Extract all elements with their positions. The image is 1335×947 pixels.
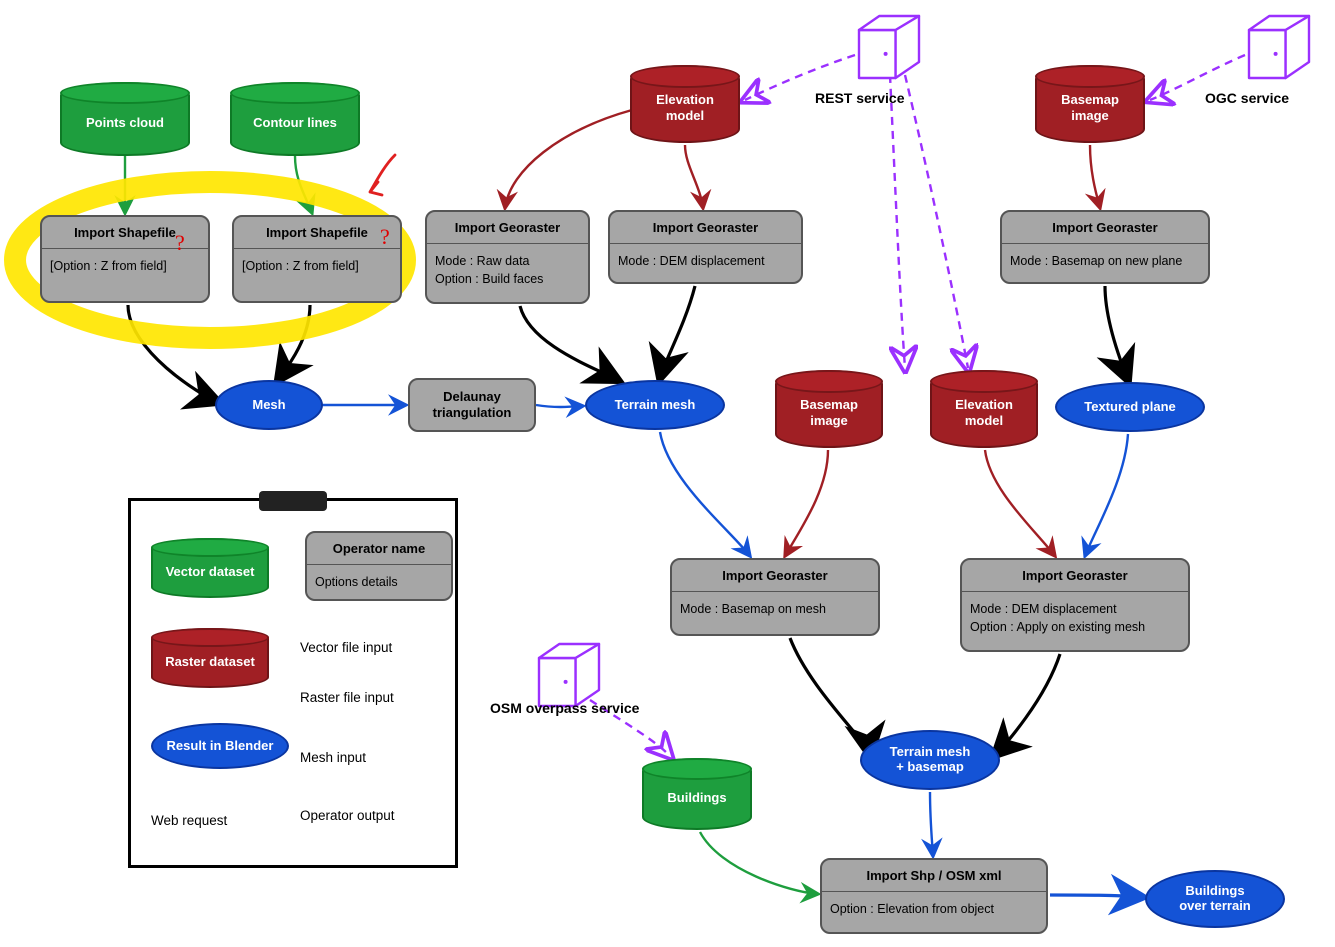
cylinder-label: Basemap image <box>800 397 858 428</box>
legend-ell: Result in Blender <box>151 723 289 769</box>
operator-options: Mode : DEM displacement Option : Apply o… <box>962 592 1188 644</box>
operator-options: Mode : Basemap on mesh <box>672 592 878 626</box>
edge <box>128 305 218 402</box>
cylinder-elev_mid: Elevation model <box>930 370 1038 448</box>
cylinder-label: Elevation model <box>656 92 714 123</box>
operator-import_geo_dem_exist: Import GeorasterMode : DEM displacement … <box>960 558 1190 652</box>
operator-import_geo_dem: Import GeorasterMode : DEM displacement <box>608 210 803 284</box>
operator-title: Import Shapefile <box>234 217 400 249</box>
cylinder-points_cloud: Points cloud <box>60 82 190 156</box>
cylinder-label: Contour lines <box>253 115 337 131</box>
legend-row: Vector dataset <box>151 538 269 598</box>
annotation-question-mark: ? <box>175 230 185 256</box>
edge <box>790 638 870 755</box>
annotation-arrow <box>370 155 395 195</box>
cube-label-rest_cube: REST service <box>815 90 905 106</box>
ellipse-buildings_terrain: Buildings over terrain <box>1145 870 1285 928</box>
legend-cyl: Vector dataset <box>151 538 269 598</box>
edge <box>536 405 583 407</box>
legend-arrow-label: Vector file input <box>300 640 392 655</box>
legend-clip <box>259 491 327 511</box>
legend-row: Result in Blender <box>151 723 289 769</box>
edge <box>278 305 310 380</box>
legend-operator-example: Operator nameOptions details <box>305 531 453 601</box>
cube-ogc_cube <box>1245 12 1317 84</box>
operator-import_shp_osm: Import Shp / OSM xmlOption : Elevation f… <box>820 858 1048 934</box>
edge <box>700 832 818 894</box>
edge <box>785 450 828 556</box>
cylinder-label: Points cloud <box>86 115 164 131</box>
operator-title: Import Georaster <box>962 560 1188 592</box>
operator-import_geo_raw: Import GeorasterMode : Raw data Option :… <box>425 210 590 304</box>
edge <box>1105 286 1128 380</box>
edge <box>1090 145 1100 208</box>
cube-label-ogc_cube: OGC service <box>1205 90 1289 106</box>
legend-row: Raster dataset <box>151 628 269 688</box>
operator-options: [Option : Z from field] <box>234 249 400 283</box>
cylinder-basemap_top: Basemap image <box>1035 65 1145 143</box>
cylinder-label: Basemap image <box>1061 92 1119 123</box>
cylinder-contour_lines: Contour lines <box>230 82 360 156</box>
operator-import_geo_basemap_plane: Import GeorasterMode : Basemap on new pl… <box>1000 210 1210 284</box>
cube-rest_cube <box>855 12 927 84</box>
legend-op-title: Operator name <box>307 533 451 565</box>
edge <box>890 75 905 368</box>
ellipse-textured_plane: Textured plane <box>1055 382 1205 432</box>
cylinder-label: Elevation model <box>955 397 1013 428</box>
edge <box>1085 434 1128 556</box>
cylinder-label: Buildings <box>667 790 726 806</box>
operator-options: Mode : Raw data Option : Build faces <box>427 244 588 296</box>
operator-title: Import Georaster <box>1002 212 1208 244</box>
edge <box>660 432 750 556</box>
legend-arrow-label: Raster file input <box>300 690 394 705</box>
operator-import_shp_1: Import Shapefile[Option : Z from field] <box>40 215 210 303</box>
edge <box>295 156 312 213</box>
operator-import_shp_2: Import Shapefile[Option : Z from field] <box>232 215 402 303</box>
cylinder-basemap_mid: Basemap image <box>775 370 883 448</box>
edge <box>995 654 1060 755</box>
legend-text: Web request <box>151 813 227 828</box>
operator-title: Import Georaster <box>427 212 588 244</box>
legend-op-options: Options details <box>307 565 451 599</box>
cylinder-elev_model_top: Elevation model <box>630 65 740 143</box>
operator-title: Import Georaster <box>672 560 878 592</box>
cylinder-buildings_cyl: Buildings <box>642 758 752 830</box>
operator-import_geo_basemap_mesh: Import GeorasterMode : Basemap on mesh <box>670 558 880 636</box>
edge <box>520 306 618 380</box>
legend-panel: Operator nameOptions details Vector datas… <box>128 498 458 868</box>
edge <box>505 110 632 208</box>
operator-options: Option : Elevation from object <box>822 892 1046 926</box>
ellipse-terrain_mesh: Terrain mesh <box>585 380 725 430</box>
edge <box>685 145 703 208</box>
ellipse-mesh: Mesh <box>215 380 323 430</box>
edge <box>1050 895 1142 897</box>
edge <box>905 75 968 368</box>
annotation-question-mark: ? <box>380 224 390 250</box>
edge <box>930 792 933 856</box>
operator-title: Import Shp / OSM xml <box>822 860 1046 892</box>
box-delaunay: Delaunay triangulation <box>408 378 536 432</box>
ellipse-terrain_basemap: Terrain mesh + basemap <box>860 730 1000 790</box>
operator-options: Mode : DEM displacement <box>610 244 801 278</box>
legend-row: Web request <box>151 813 227 828</box>
operator-options: Mode : Basemap on new plane <box>1002 244 1208 278</box>
operator-title: Import Georaster <box>610 212 801 244</box>
legend-arrow-label: Operator output <box>300 808 395 823</box>
edge <box>985 450 1055 556</box>
legend-arrow-label: Mesh input <box>300 750 366 765</box>
edge <box>660 286 695 378</box>
cube-label-osm_cube: OSM overpass service <box>490 700 639 716</box>
legend-cyl: Raster dataset <box>151 628 269 688</box>
